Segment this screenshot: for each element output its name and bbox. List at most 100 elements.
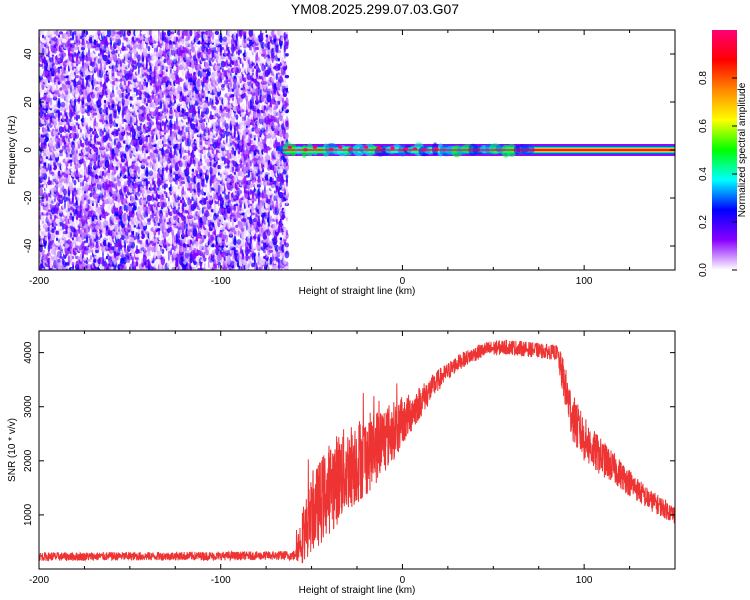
heatmap-cell [47,214,51,220]
heatmap-cell [177,234,181,244]
heatmap-cell [245,174,249,178]
heatmap-cell [283,226,287,233]
heatmap-cell [147,221,151,225]
heatmap-cell [149,224,153,228]
heatmap-cell [112,267,118,270]
heatmap-cell [135,260,139,267]
heatmap-cell [46,130,48,135]
heatmap-cell [281,243,285,253]
heatmap-cell [232,253,234,262]
heatmap-cell [220,184,222,194]
heatmap-cell [95,241,99,249]
heatmap-cell [107,226,111,232]
heatmap-cell [124,178,126,187]
heatmap-cell [170,183,172,189]
heatmap-cell [54,246,60,251]
heatmap-cell [173,186,177,192]
heatmap-cell [199,217,203,224]
heatmap-cell [79,253,83,262]
heatmap-cell [211,247,214,256]
heatmap-cell [208,146,214,150]
heatmap-cell [173,234,176,243]
heatmap-cell [108,216,110,225]
heatmap-cell [175,233,179,239]
heatmap-cell [157,121,160,126]
heatmap-cell [174,230,176,236]
heatmap-cell [73,179,77,186]
heatmap-cell [81,241,85,249]
heatmap-cell [151,121,155,126]
heatmap-cell [84,245,90,251]
heatmap-cell [241,224,244,229]
heatmap-cell [163,256,167,259]
heatmap-cell [229,173,233,180]
heatmap-cell [235,114,239,120]
heatmap-cell [269,138,273,146]
heatmap-cell [123,212,127,222]
heatmap-cell [173,227,177,232]
heatmap-cell [253,239,257,245]
heatmap-cell [219,162,222,166]
heatmap-cell [258,252,260,257]
heatmap-cell [58,121,64,126]
heatmap-cell [171,130,174,135]
heatmap-cell [162,143,167,147]
heatmap-cell [47,231,51,240]
heatmap-cell [46,193,48,197]
heatmap-cell [193,266,196,270]
heatmap-cell [213,230,217,236]
spectrogram-cells [39,30,675,270]
heatmap-cell [114,182,116,190]
heatmap-cell [250,226,252,233]
heatmap-cell [99,243,103,247]
heatmap-cell [102,130,104,135]
heatmap-cell [138,152,144,157]
heatmap-cell [267,155,271,161]
heatmap-cell [92,112,98,116]
heatmap-cell [144,230,149,235]
heatmap-cell [67,255,71,260]
heatmap-cell [192,228,198,237]
heatmap-cell [61,156,65,160]
heatmap-cell [253,252,256,257]
heatmap-cell [207,219,211,227]
heatmap-cell [272,223,278,230]
heatmap-cell [143,241,146,249]
heatmap-cell [199,161,203,166]
heatmap-cell [147,158,151,163]
heatmap-cell [202,251,204,258]
heatmap-cell [218,265,220,269]
heatmap-cell [251,214,255,220]
heatmap-cell [110,214,116,220]
heatmap-cell [209,248,213,255]
heatmap-cell [173,224,177,229]
heatmap-cell [154,262,160,266]
heatmap-cell [138,231,140,240]
heatmap-cell [245,189,248,195]
heatmap-cell [157,106,161,110]
heatmap-cell [135,244,138,252]
heatmap-cell [59,227,63,232]
heatmap-cell [235,249,238,253]
heatmap-cell [58,228,64,238]
heatmap-cell [245,264,249,270]
heatmap-cell [145,166,149,174]
heatmap-cell [238,250,240,258]
heatmap-cell [273,190,276,194]
heatmap-cell [209,230,212,236]
heatmap-cell [231,260,235,268]
heatmap-cell [141,242,145,248]
heatmap-cell [141,229,145,237]
heatmap-cell [60,249,62,259]
heatmap-cell [104,253,106,262]
heatmap-cell [263,105,266,111]
heatmap-cell [107,204,111,212]
heatmap-cell [71,255,75,260]
heatmap-cell [99,256,103,265]
heatmap-cell [86,166,88,175]
heatmap-cell [56,250,62,258]
heatmap-cell [252,240,254,244]
heatmap-cell [148,260,150,267]
heatmap-cell [236,239,242,245]
heatmap-cell [106,238,108,246]
